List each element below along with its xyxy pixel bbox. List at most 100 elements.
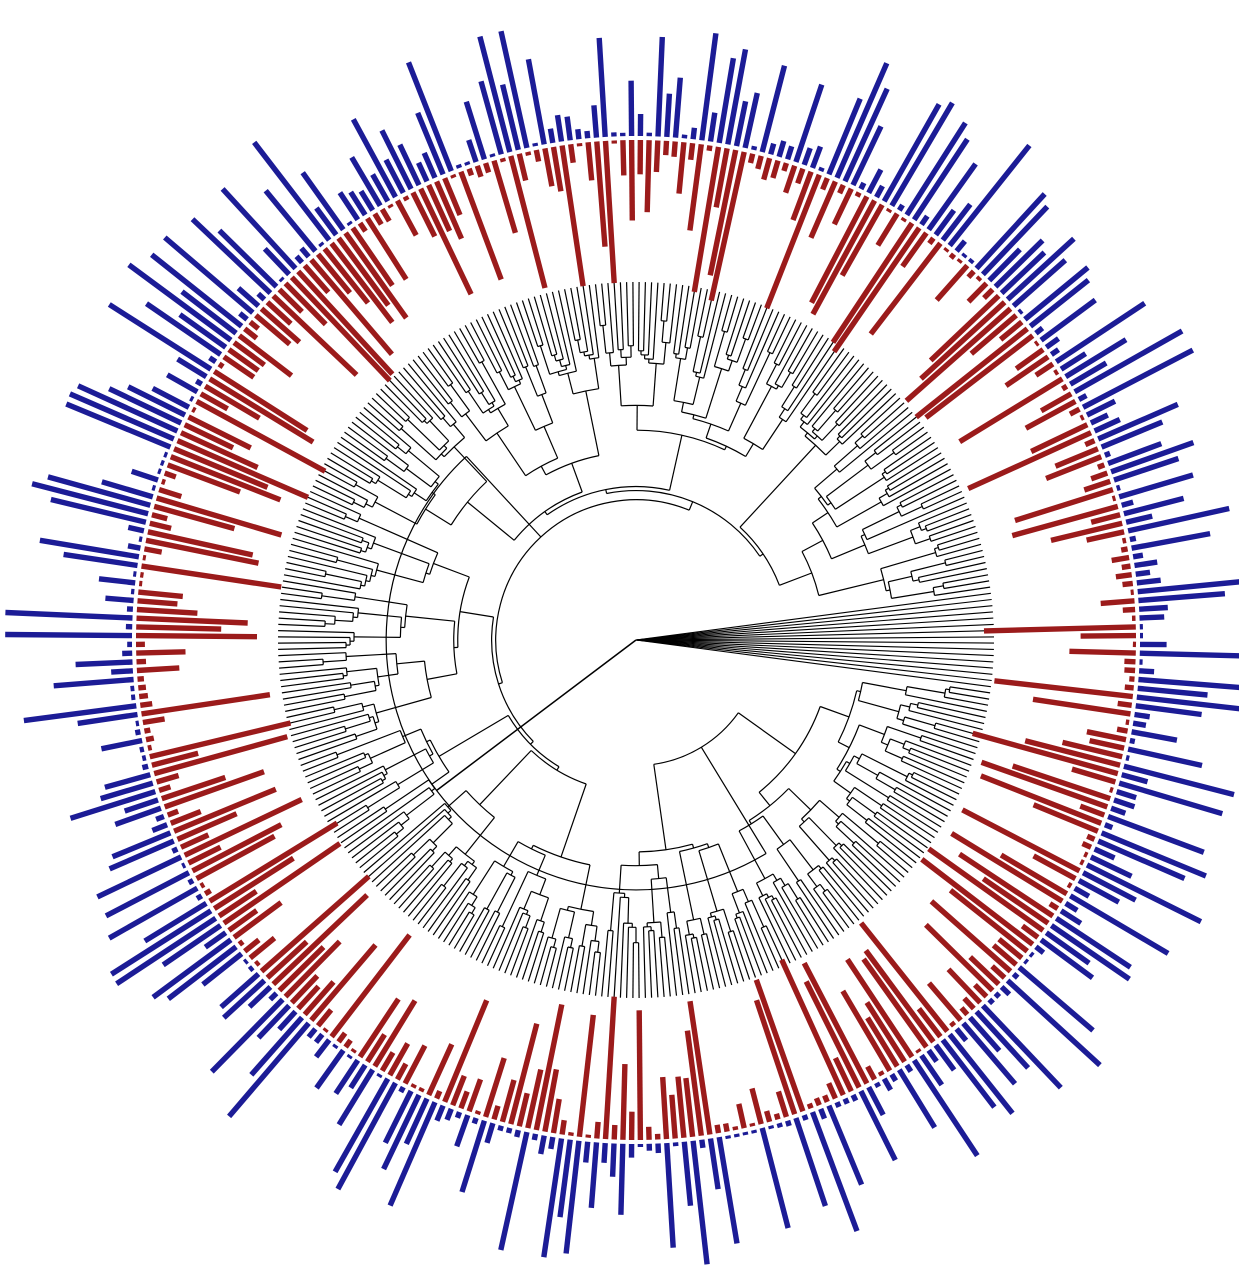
- outer-bar: [1085, 862, 1203, 925]
- inner-bar: [1083, 478, 1112, 493]
- tree-arc: [335, 751, 339, 758]
- tree-arc: [411, 488, 418, 497]
- tree-branch: [375, 852, 412, 887]
- inner-bar: [1032, 802, 1099, 834]
- inner-bar: [550, 1098, 562, 1134]
- tree-branch: [423, 420, 428, 424]
- tree-arc: [398, 426, 404, 431]
- outer-bar: [842, 87, 890, 183]
- tree-arc: [861, 529, 868, 540]
- tree-branch: [819, 799, 840, 818]
- tree-branch: [745, 443, 754, 457]
- tree-arc: [591, 939, 600, 943]
- outer-bar: [897, 203, 905, 212]
- tree-branch: [877, 421, 921, 456]
- tree-arc: [742, 368, 748, 372]
- tree-arc: [873, 811, 878, 817]
- tree-branch: [498, 682, 503, 685]
- tree-branch: [755, 882, 764, 897]
- tree-branch: [576, 946, 586, 994]
- tree-branch: [882, 803, 935, 839]
- outer-bar: [336, 1068, 376, 1127]
- inner-bar: [808, 180, 838, 239]
- tree-arc: [825, 857, 833, 864]
- outer-bar: [98, 576, 136, 586]
- tree-branch: [825, 862, 869, 913]
- inner-bar: [1014, 487, 1114, 524]
- tree-arc: [814, 487, 829, 506]
- tree-branch: [363, 802, 446, 873]
- tree-branch: [833, 367, 869, 409]
- outer-bar: [434, 1104, 446, 1122]
- tree-branch: [758, 897, 791, 964]
- inner-bar: [979, 773, 1103, 826]
- tree-branch: [705, 368, 723, 419]
- inner-bar: [283, 281, 328, 327]
- outer-bar: [793, 1117, 828, 1207]
- outer-bar: [725, 48, 749, 145]
- tree-branch: [403, 367, 446, 417]
- tree-branch: [429, 420, 450, 442]
- tree-arc: [714, 365, 729, 372]
- tree-branch: [927, 514, 972, 532]
- tree-arc: [735, 400, 746, 406]
- tree-branch: [377, 479, 407, 499]
- tree-branch: [425, 508, 452, 526]
- inner-bar: [302, 980, 336, 1017]
- outer-bar: [53, 676, 134, 689]
- tree-arc: [364, 575, 368, 587]
- outer-bar: [1028, 951, 1035, 958]
- tree-branch: [906, 686, 946, 694]
- tree-arc: [430, 848, 435, 854]
- outer-bar: [1136, 694, 1239, 712]
- tree-branch: [915, 538, 931, 545]
- inner-bar: [1032, 853, 1077, 881]
- tree-branch: [398, 371, 442, 420]
- tree-arc: [584, 353, 594, 357]
- tree-branch: [396, 660, 425, 665]
- tree-arc: [742, 337, 749, 341]
- inner-bar: [309, 943, 378, 1022]
- tree-branch: [896, 504, 902, 508]
- inner-bar: [958, 376, 1064, 445]
- tree-branch: [884, 487, 890, 491]
- inner-bar: [208, 820, 339, 904]
- inner-bar: [781, 162, 789, 172]
- inner-bar: [831, 226, 922, 354]
- tree-arc: [465, 389, 471, 394]
- outer-bar: [346, 220, 353, 227]
- tree-branch: [324, 623, 335, 625]
- tree-branch: [443, 337, 480, 395]
- inner-bar: [243, 326, 259, 341]
- outer-bar: [974, 1009, 1031, 1070]
- outer-bar: [337, 191, 361, 222]
- tree-branch: [539, 946, 552, 986]
- tree-branch: [448, 846, 457, 856]
- tree-branch: [738, 369, 746, 386]
- outer-bar: [548, 1136, 556, 1150]
- outer-bar: [751, 1129, 758, 1134]
- tree-branch: [778, 322, 802, 366]
- inner-bar: [208, 376, 315, 445]
- tree-branch: [862, 511, 900, 531]
- tree-branch: [652, 363, 657, 407]
- tree-branch: [422, 351, 449, 387]
- tree-branch: [281, 682, 351, 694]
- tree-arc: [342, 673, 345, 679]
- tree-branch: [330, 452, 374, 480]
- tree-branch: [518, 379, 522, 385]
- tree-arc: [444, 814, 453, 825]
- tree-branch: [344, 431, 385, 462]
- tree-arc: [758, 893, 767, 899]
- outer-bar: [23, 703, 137, 724]
- tree-branch: [811, 363, 865, 427]
- tree-arc: [832, 858, 838, 863]
- tree-branch: [309, 766, 359, 790]
- tree-branch: [475, 319, 503, 371]
- inner-bar: [749, 1087, 764, 1125]
- tree-branch: [934, 586, 991, 596]
- tree-branch: [742, 911, 768, 974]
- inner-bar: [289, 275, 392, 383]
- tree-branch: [836, 435, 841, 440]
